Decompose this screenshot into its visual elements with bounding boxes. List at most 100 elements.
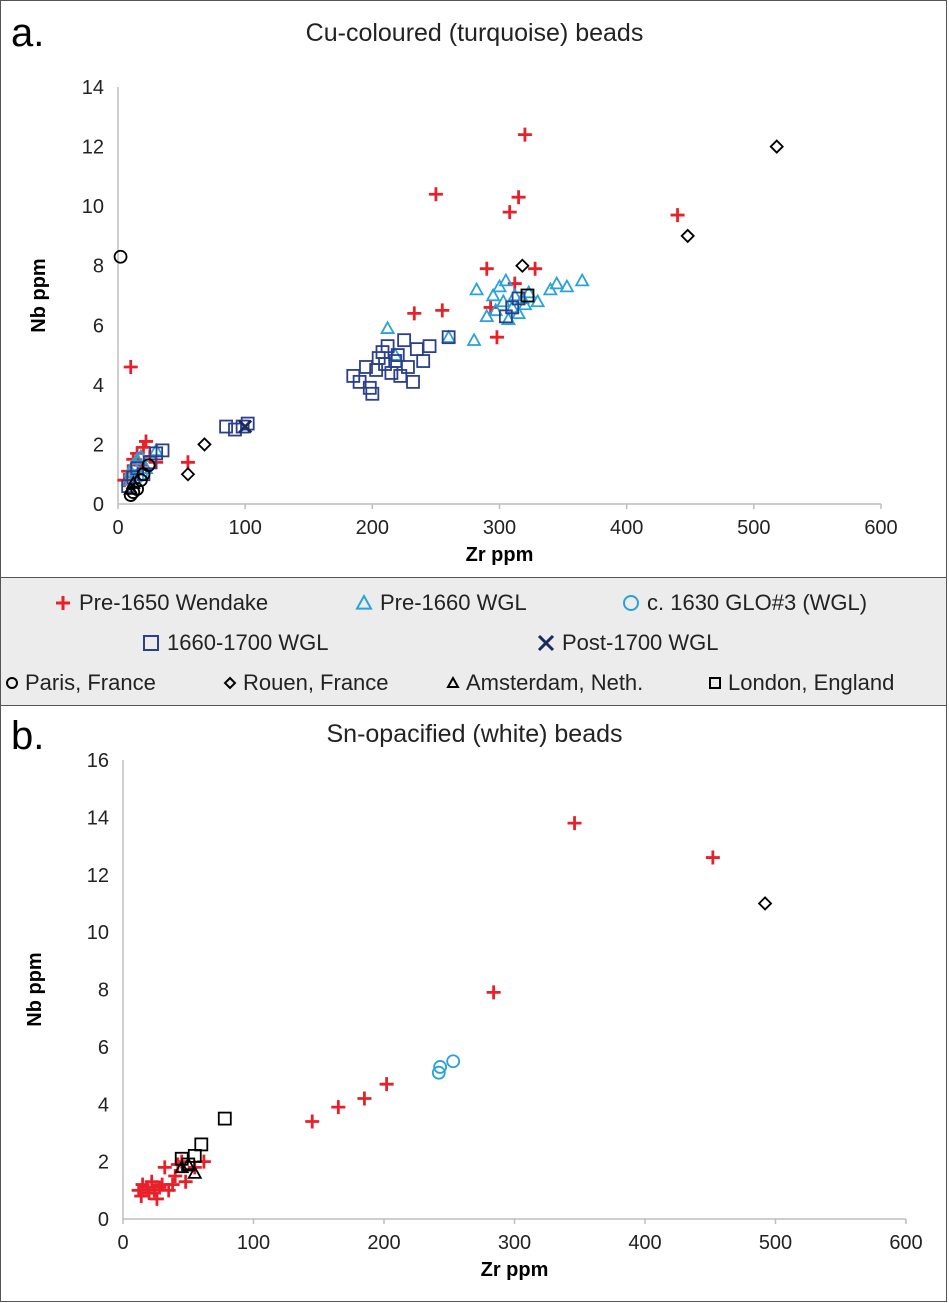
legend-item-pre1650: Pre-1650 Wendake — [53, 583, 268, 623]
data-point — [238, 419, 253, 434]
legend-label: London, England — [728, 670, 895, 695]
legend-item-glo3: c. 1630 GLO#3 (WGL) — [621, 583, 867, 623]
series-london-england — [174, 1111, 232, 1172]
legend-marker-shape — [623, 595, 639, 611]
y-tick-label: 2 — [98, 1152, 109, 1174]
data-point — [157, 1160, 172, 1175]
data-point — [152, 1180, 167, 1195]
data-point — [393, 369, 408, 383]
y-axis-title: Nb ppm — [28, 258, 50, 332]
x-marker-icon — [537, 634, 555, 652]
data-point — [138, 434, 153, 449]
data-point — [390, 348, 405, 362]
legend-marker-shape — [143, 635, 159, 651]
y-tick-label: 8 — [93, 256, 104, 278]
data-point — [488, 302, 504, 317]
plus-marker-icon — [56, 596, 70, 610]
legend-marker-shape — [446, 675, 460, 688]
data-point — [197, 437, 212, 452]
data-point — [521, 284, 537, 299]
data-point — [331, 1100, 346, 1115]
square-marker-icon — [709, 677, 721, 689]
triangle-marker-icon — [446, 675, 460, 688]
legend-label: Pre-1650 Wendake — [79, 590, 269, 615]
chart-a-title: Cu-coloured (turquoise) beads — [305, 19, 644, 47]
legend-label: Post-1700 WGL — [562, 630, 719, 655]
circle-marker-icon — [623, 595, 639, 611]
data-point — [180, 466, 196, 482]
data-point — [113, 249, 128, 264]
data-point — [141, 458, 156, 473]
data-point — [155, 443, 170, 458]
x-axis-title: Zr ppm — [466, 544, 534, 566]
legend-row-2: 1660-1700 WGL Post-1700 WGL — [1, 623, 948, 663]
data-point — [401, 360, 415, 374]
legend-marker-shape — [6, 677, 18, 689]
series-amsterdam-neth- — [123, 475, 141, 495]
x-tick-label: 100 — [237, 1232, 270, 1254]
data-point — [528, 261, 543, 276]
circle-marker-icon — [6, 677, 18, 689]
y-tick-label: 6 — [93, 315, 104, 337]
data-point — [441, 329, 457, 343]
x-tick-label: 300 — [498, 1232, 531, 1254]
x-tick-label: 600 — [864, 517, 897, 539]
chart-b-title: Sn-opacified (white) beads — [326, 720, 623, 748]
data-point — [574, 272, 590, 287]
legend-row-3: Paris, France Rouen, France Amsterdam, N… — [1, 663, 948, 703]
series-post-1700-wgl — [238, 419, 253, 434]
y-tick-label: 10 — [87, 922, 109, 944]
data-point — [502, 205, 517, 220]
data-point — [511, 190, 526, 205]
legend-label: 1660-1700 WGL — [167, 630, 329, 655]
x-tick-label: 500 — [737, 517, 770, 539]
series-rouen-france — [757, 896, 773, 911]
y-tick-label: 12 — [87, 865, 109, 887]
series-london-england — [520, 288, 535, 303]
data-point — [680, 228, 695, 244]
y-tick-label: 4 — [98, 1094, 109, 1116]
data-point — [489, 330, 504, 345]
data-point — [431, 1065, 446, 1080]
diamond-marker-icon — [223, 676, 237, 690]
y-tick-label: 4 — [93, 375, 104, 397]
legend: Pre-1650 Wendake Pre-1660 WGL c. 1630 GL… — [0, 577, 947, 706]
data-point — [559, 278, 575, 293]
x-tick-label: 300 — [483, 517, 516, 539]
data-point — [422, 339, 437, 354]
y-tick-label: 0 — [93, 494, 104, 516]
legend-item-amsterdam: Amsterdam, Neth. — [446, 663, 643, 703]
legend-label: Rouen, France — [243, 670, 389, 695]
data-point — [511, 291, 526, 306]
x-tick-label: 0 — [117, 1232, 128, 1254]
x-tick-label: 100 — [228, 517, 261, 539]
legend-item-london: London, England — [708, 663, 894, 703]
legend-item-paris: Paris, France — [5, 663, 156, 703]
data-point — [433, 1060, 448, 1074]
x-tick-label: 0 — [112, 517, 123, 539]
x-tick-label: 400 — [628, 1232, 661, 1254]
data-point — [380, 339, 395, 354]
data-point — [219, 419, 233, 434]
legend-marker-shape — [709, 677, 721, 689]
data-point — [409, 342, 424, 357]
data-point — [359, 360, 373, 374]
data-point — [178, 1174, 193, 1189]
y-tick-label: 16 — [87, 750, 109, 772]
data-point — [446, 1054, 461, 1069]
panel-b: b. Sn-opacified (white) beads 0 2 4 6 8 10 12 1… — [0, 705, 947, 1302]
data-point — [123, 488, 138, 502]
data-point — [435, 303, 450, 318]
x-tick-label: 200 — [367, 1232, 400, 1254]
data-point — [165, 1177, 180, 1192]
x-tick-label: 400 — [610, 517, 643, 539]
legend-item-1660-1700: 1660-1700 WGL — [141, 623, 328, 663]
x-tick-label: 500 — [759, 1232, 792, 1254]
data-point — [479, 261, 494, 276]
data-point — [486, 985, 501, 1000]
legend-label: Amsterdam, Neth. — [466, 670, 644, 695]
legend-marker-shape — [537, 634, 555, 652]
data-point — [144, 1174, 159, 1189]
data-point — [129, 451, 145, 466]
data-point — [174, 1159, 190, 1174]
